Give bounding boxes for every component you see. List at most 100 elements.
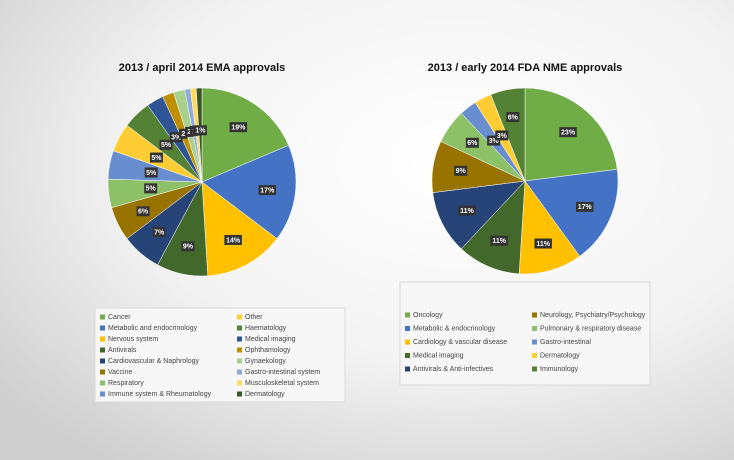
data-label: 2	[181, 131, 185, 138]
legend-label: Cardiovascular & Naphrology	[108, 358, 200, 365]
data-label-box	[575, 201, 594, 212]
data-label: 14%	[226, 237, 241, 244]
data-label: 17%	[260, 187, 275, 194]
data-label: 5%	[151, 155, 162, 162]
legend-swatch	[100, 358, 105, 364]
data-label: 9%	[456, 168, 467, 175]
data-label-box	[490, 235, 508, 246]
legend-label: Cardiology & vascular disease	[413, 339, 507, 346]
pie-slice	[524, 169, 619, 257]
chart-title: 2013 / early 2014 FDA NME approvals	[428, 62, 623, 74]
legend-label: Dermatology	[540, 352, 580, 359]
legend-label: Cancer	[108, 314, 131, 321]
data-label: 23%	[561, 130, 576, 137]
data-label-box	[185, 126, 194, 137]
legend-label: Metabolic and endocrinology	[108, 325, 198, 332]
pie-slice	[201, 181, 278, 277]
data-label: 1%	[195, 128, 206, 135]
data-label-box	[136, 206, 150, 217]
data-label-box	[193, 125, 207, 136]
data-label: 6%	[138, 209, 149, 216]
legend-label: Immune system & Rheumatology	[108, 391, 212, 398]
legend-swatch	[532, 326, 537, 331]
legend-label: Musculoskeletal system	[245, 380, 319, 387]
legend-label: Gastro-intestinal	[540, 339, 591, 346]
data-label-box	[465, 137, 479, 148]
data-label-box	[152, 226, 166, 237]
data-label: 2	[187, 129, 191, 136]
legend-swatch	[405, 366, 410, 372]
legend-label: Gynaekology	[245, 358, 286, 365]
data-label: 11%	[460, 208, 474, 215]
legend-swatch	[405, 339, 410, 345]
legend-label: Immunology	[540, 366, 579, 373]
data-label-box	[144, 167, 158, 178]
legend-label: Neurology, Psychiatry/Psychology	[540, 312, 646, 319]
data-label-box	[454, 165, 468, 176]
legend-box	[94, 307, 346, 403]
data-label-box	[224, 234, 242, 245]
legend-swatch	[237, 325, 242, 331]
legend-label: Oncology	[413, 312, 443, 319]
data-label: 6%	[467, 140, 478, 147]
pie-slice	[201, 87, 289, 183]
data-label: 3%	[171, 135, 182, 142]
legend-swatch	[100, 314, 105, 320]
legend-swatch	[100, 347, 105, 353]
data-label: 6%	[508, 114, 519, 121]
legend-label: Metabolic & endocrinology	[413, 325, 496, 332]
legend-swatch	[237, 369, 242, 375]
data-label-box	[169, 132, 183, 143]
legend-label: Antivirals & Anti-infectives	[413, 366, 494, 373]
legend-label: Medical imaging	[413, 352, 464, 359]
data-label-box	[258, 185, 277, 196]
data-label-box	[534, 238, 552, 249]
pie-slice	[201, 145, 297, 239]
legend-label: Vaccine	[108, 369, 132, 376]
legend-swatch	[100, 380, 105, 386]
data-label: 3%	[489, 138, 500, 145]
legend-swatch	[532, 312, 537, 318]
legend-label: Other	[245, 314, 263, 321]
data-label: 5%	[161, 142, 172, 149]
legend-swatch	[237, 347, 242, 353]
chart-title: 2013 / april 2014 EMA approvals	[119, 62, 286, 74]
legend-label: Ophthamology	[245, 347, 291, 354]
data-label-box	[181, 241, 195, 252]
legend-label: Medical imaging	[245, 336, 296, 343]
legend-swatch	[100, 369, 105, 375]
legend-swatch	[100, 391, 105, 397]
legend-swatch	[405, 326, 410, 331]
data-label: 19%	[231, 124, 246, 131]
legend-swatch	[532, 366, 537, 372]
data-label-box	[229, 122, 248, 133]
legend-swatch	[237, 336, 242, 342]
legend-label: Haematology	[245, 325, 287, 332]
legend-swatch	[100, 325, 105, 331]
data-label-box	[179, 128, 188, 139]
legend-swatch	[237, 358, 242, 364]
data-label: 17%	[578, 204, 593, 211]
legend-box	[399, 281, 651, 386]
data-label-box	[495, 130, 509, 141]
legend-swatch	[237, 391, 242, 397]
legend-label: Pulmonary & respiratory disease	[540, 325, 641, 332]
data-label-box	[458, 205, 476, 216]
data-label-box	[506, 112, 520, 123]
legend-label: Nervous system	[108, 336, 158, 343]
data-label-box	[149, 152, 163, 163]
data-label: 5%	[146, 170, 157, 177]
legend-swatch	[532, 353, 537, 358]
legend-swatch	[237, 314, 242, 320]
data-label: 7%	[154, 229, 165, 236]
data-label-box	[559, 127, 577, 138]
legend-label: Antivirals	[108, 347, 137, 354]
legend-swatch	[405, 312, 410, 318]
data-label: 5%	[146, 186, 157, 193]
legend-label: Dermatology	[245, 391, 285, 398]
legend-swatch	[237, 380, 242, 386]
legend-swatch	[100, 336, 105, 342]
data-label: 11%	[536, 241, 550, 248]
